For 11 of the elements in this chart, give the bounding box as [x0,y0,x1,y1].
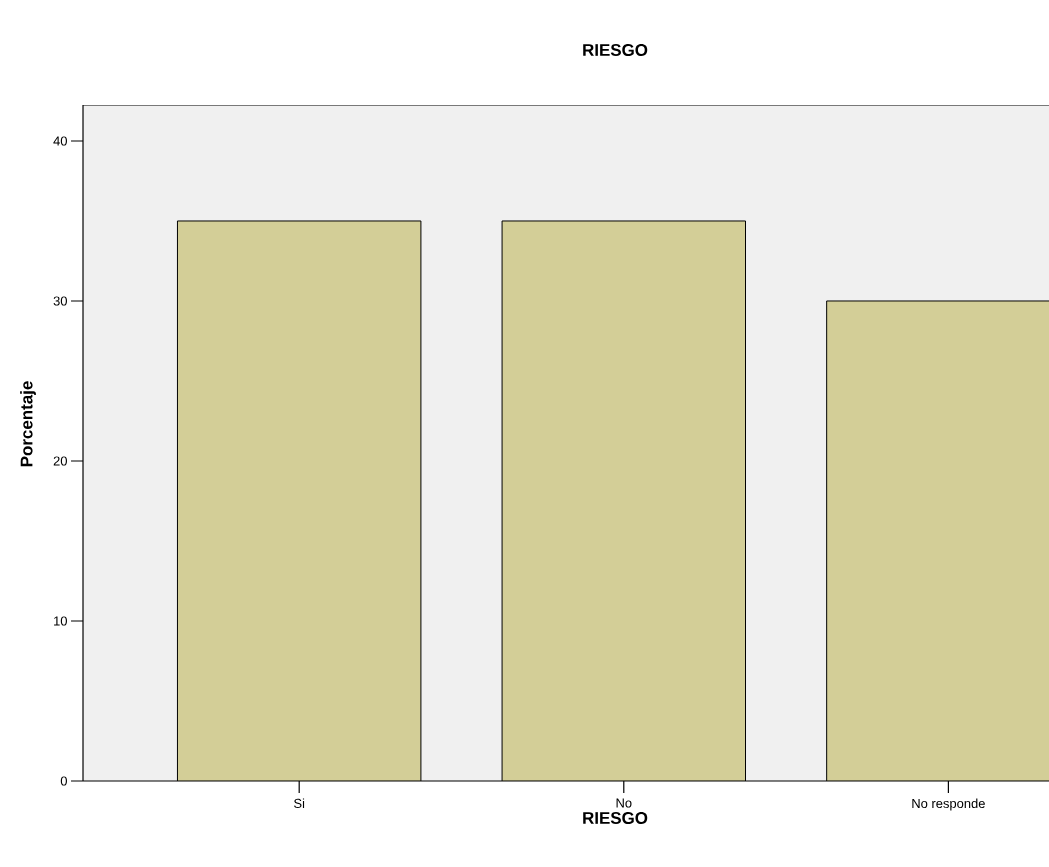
y-tick-label: 30 [53,296,67,306]
x-tick-label: No responde [912,798,985,811]
y-tick-label: 10 [54,616,67,626]
y-tick-label: 20 [53,456,67,466]
chart-title: RIESGO [583,43,648,56]
x-axis-title: RIESGO [583,811,648,824]
y-tick-label: 40 [53,136,67,146]
y-tick-label: 0 [60,776,67,786]
x-tick-label: No [616,798,632,808]
x-tick-label: Si [294,798,305,809]
y-axis-title: Porcentaje [20,381,36,467]
